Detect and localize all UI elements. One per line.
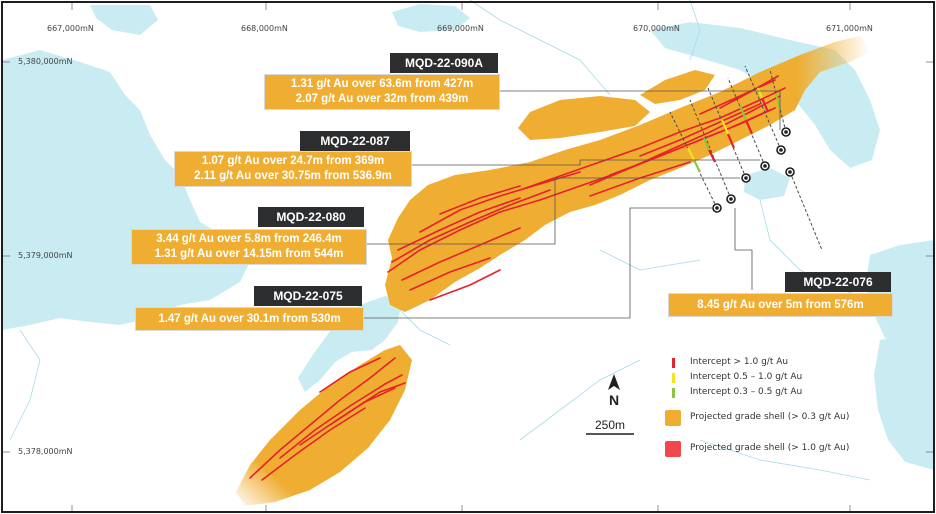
streams <box>9 0 881 481</box>
drill-hole-name-080: MQD-22-080 <box>258 207 364 227</box>
drill-hole-results-087: 1.07 g/t Au over 24.7m from 369m 2.11 g/… <box>174 151 412 187</box>
legend-item-intercept-low: Intercept 0.3 – 0.5 g/t Au <box>690 387 803 397</box>
result-line: 1.31 g/t Au over 63.6m from 427m <box>290 78 474 90</box>
northing-label-5378000: 5,378,000mN <box>18 447 73 456</box>
result-line: 1.07 g/t Au over 24.7m from 369m <box>201 155 385 167</box>
grade-shell-north-lobe <box>518 96 650 140</box>
pond-east <box>744 168 790 200</box>
drill-hole-name-075: MQD-22-075 <box>254 286 362 306</box>
result-line: 1.47 g/t Au over 30.1m from 530m <box>158 312 341 325</box>
drill-hole-results-075: 1.47 g/t Au over 30.1m from 530m <box>135 307 364 331</box>
easting-label-670000: 670,000mN <box>633 24 680 33</box>
drill-hole-name-087: MQD-22-087 <box>300 131 410 151</box>
legend-swatches <box>665 358 681 457</box>
lake-small-north <box>392 4 470 32</box>
grade-shell-north-lobe-2 <box>640 70 715 104</box>
river-central <box>298 296 402 392</box>
legend-item-intercept-high: Intercept > 1.0 g/t Au <box>690 357 789 367</box>
north-arrow-graphic <box>586 374 634 435</box>
easting-label-667000: 667,000mN <box>47 24 94 33</box>
northing-label-5380000: 5,380,000mN <box>18 57 73 66</box>
leader-lines <box>362 90 781 319</box>
easting-label-668000: 668,000mN <box>241 24 288 33</box>
easting-label-669000: 669,000mN <box>437 24 484 33</box>
lake-west <box>2 50 250 330</box>
lake-southeast <box>874 330 934 470</box>
drill-hole-results-080: 3.44 g/t Au over 5.8m from 246.4m 1.31 g… <box>131 229 367 265</box>
result-line: 2.11 g/t Au over 30.75m from 536.9m <box>194 170 392 182</box>
drill-hole-name-090a: MQD-22-090A <box>390 53 498 73</box>
drill-hole-results-076: 8.45 g/t Au over 5m from 576m <box>668 293 893 317</box>
easting-label-671000: 671,000mN <box>826 24 873 33</box>
legend-item-shell-high: Projected grade shell (> 1.0 g/t Au) <box>690 443 850 453</box>
result-line: 8.45 g/t Au over 5m from 576m <box>697 298 864 311</box>
high-grade-traces <box>249 75 786 481</box>
drill-hole-name-076: MQD-22-076 <box>785 272 891 292</box>
legend-item-shell-low: Projected grade shell (> 0.3 g/t Au) <box>690 412 850 422</box>
lake-northwest <box>90 5 158 35</box>
lake-east <box>866 240 934 352</box>
legend-item-intercept-mid: Intercept 0.5 – 1.0 g/t Au <box>690 372 803 382</box>
scale-bar-label: 250m <box>594 418 626 432</box>
drill-hole-results-090a: 1.31 g/t Au over 63.6m from 427m 2.07 g/… <box>264 74 500 110</box>
result-line: 3.44 g/t Au over 5.8m from 246.4m <box>156 233 342 245</box>
northing-label-5379000: 5,379,000mN <box>18 251 73 260</box>
result-line: 2.07 g/t Au over 32m from 439m <box>295 93 469 105</box>
drill-collars <box>712 127 795 213</box>
drill-intercept-segments <box>687 87 782 173</box>
result-line: 1.31 g/t Au over 14.15m from 544m <box>154 248 344 260</box>
north-arrow-label: N <box>608 392 620 408</box>
